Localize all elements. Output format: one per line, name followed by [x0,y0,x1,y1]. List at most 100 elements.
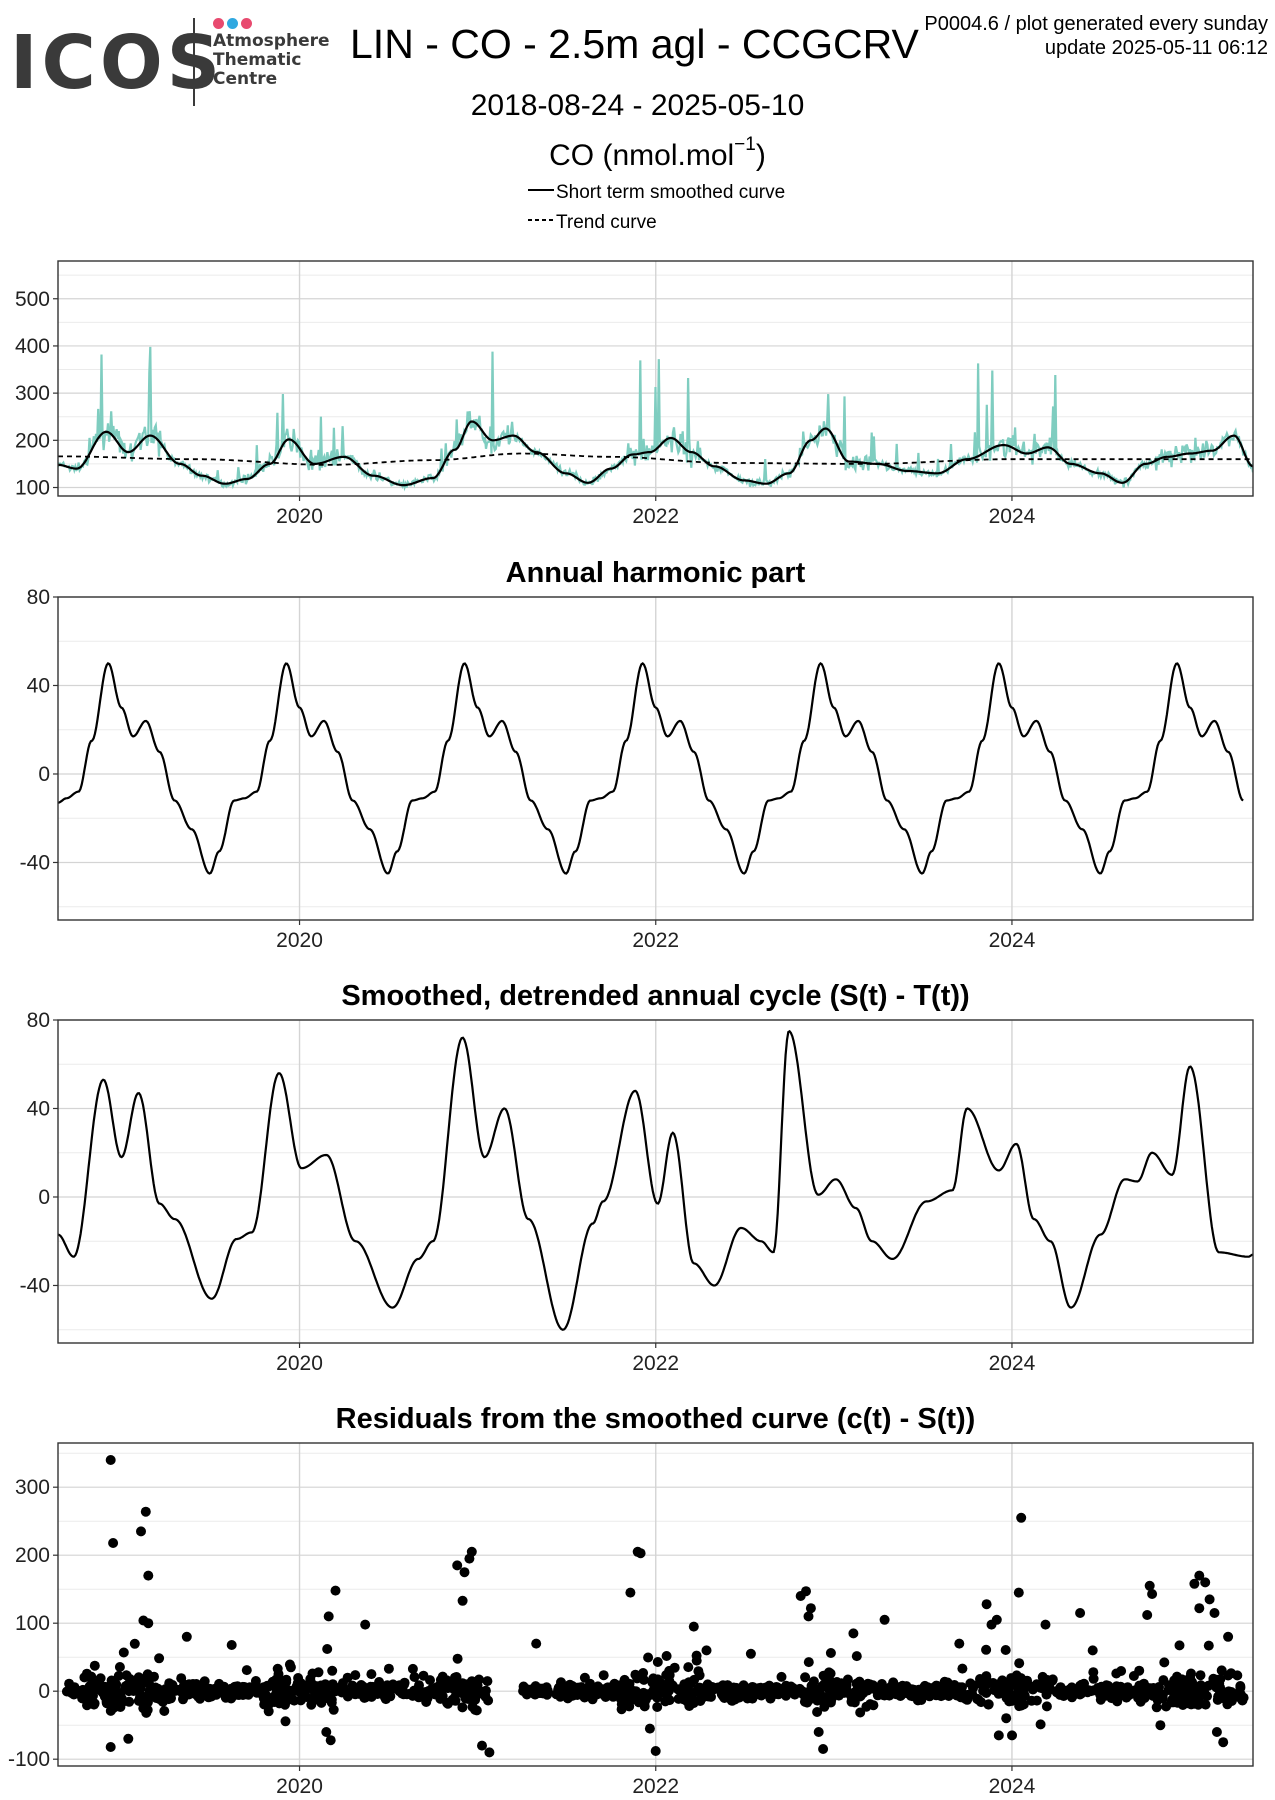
residual-point [1144,1580,1155,1591]
residual-point [900,1685,911,1696]
residual-point [140,1506,151,1517]
residual-point [635,1548,646,1559]
residual-point [1027,1681,1038,1692]
residual-point [1082,1687,1093,1698]
residual-point [818,1744,829,1754]
residual-point [932,1687,943,1698]
residual-point [1235,1681,1246,1691]
residual-point [483,1695,494,1706]
residual-point [226,1693,237,1704]
residual-point [105,1455,116,1465]
y-tick-label: 80 [27,586,50,609]
residual-point [812,1693,823,1704]
residual-point [189,1686,200,1697]
residual-point [661,1651,672,1661]
residual-point [1128,1671,1139,1681]
residual-point [768,1686,779,1697]
residual-point [272,1663,283,1674]
residual-point [306,1699,317,1710]
x-tick-label: 2024 [989,1352,1036,1375]
residual-point [908,1691,918,1702]
residual-point [716,1689,727,1700]
residual-point [981,1644,992,1655]
residual-point [374,1677,385,1687]
y-tick-label: -40 [20,851,50,874]
residual-point [350,1689,361,1700]
residual-point [1157,1689,1168,1700]
residual-point [701,1645,712,1656]
residual-point [685,1687,696,1698]
residual-point [199,1676,210,1687]
residual-point [976,1697,987,1708]
residual-point [1073,1686,1084,1697]
residual-point [630,1669,641,1680]
residual-point [879,1614,890,1625]
residual-point [531,1638,542,1649]
residual-point [833,1690,844,1701]
residual-point [694,1670,705,1681]
residual-point [993,1730,1004,1741]
x-tick-label: 2024 [989,929,1036,952]
residual-point [1211,1674,1222,1685]
y-tick-label: 100 [15,477,50,500]
residual-point [1111,1668,1122,1679]
residual-point [1155,1720,1166,1731]
residual-point [1075,1608,1086,1618]
residual-point [1203,1640,1214,1651]
residual-point [143,1690,154,1701]
residual-point [625,1587,636,1598]
panel-title: Annual harmonic part [506,557,806,589]
residual-point [115,1702,126,1712]
residual-point [414,1680,424,1691]
residual-point [1000,1645,1011,1655]
smoothed-curve-line [58,661,1244,875]
residual-point [338,1682,349,1693]
residual-point [143,1570,154,1581]
residual-point [957,1663,968,1674]
residual-point [143,1618,154,1629]
residual-point [1161,1701,1172,1712]
residual-point [1129,1688,1140,1699]
residual-point [682,1696,693,1707]
logo-wordmark: ICOS [10,20,225,106]
residual-point [179,1679,190,1690]
residual-point [1194,1570,1205,1581]
residual-point [644,1723,655,1734]
residual-point [1194,1603,1205,1614]
residual-point [342,1672,353,1683]
logo-separator [193,18,195,106]
residual-point [113,1670,124,1681]
y-tick-label: 300 [15,1476,50,1499]
residual-point [819,1679,830,1690]
residual-point [432,1684,443,1695]
residual-point [470,1704,480,1715]
residual-point [260,1683,271,1694]
residual-point [1001,1713,1012,1724]
residual-point [159,1706,170,1716]
residual-point [241,1689,252,1700]
residual-point [437,1671,448,1682]
residual-point [1172,1697,1183,1708]
residual-point [650,1746,661,1756]
residual-point [366,1669,377,1680]
residual-point [989,1685,1000,1696]
panel-title: Smoothed, detrended annual cycle (S(t) -… [341,980,969,1012]
icos-logo: ICOS Atmosphere Thematic Centre [10,12,330,107]
residual-point [760,1682,771,1693]
residual-point [388,1679,398,1690]
residual-point [1223,1686,1234,1697]
residual-point [137,1676,148,1687]
residual-point [1006,1673,1017,1684]
legend-solid-line-icon [528,189,554,191]
residual-point [457,1595,468,1606]
residual-point [299,1683,310,1694]
residual-point [861,1701,872,1712]
residual-point [301,1692,312,1702]
x-tick-label: 2024 [989,1775,1036,1798]
residual-point [133,1695,144,1706]
unit-close: ) [755,139,766,172]
logo-dot [227,18,238,29]
x-tick-label: 2020 [276,505,323,528]
residual-point [407,1663,418,1674]
